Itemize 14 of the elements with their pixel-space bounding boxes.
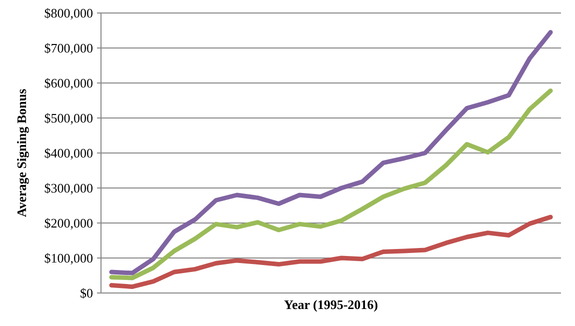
line-series [109, 88, 553, 280]
y-tick-label: $400,000 [44, 146, 93, 161]
y-tick-label: $200,000 [44, 216, 93, 231]
y-tick-label: $800,000 [44, 6, 93, 21]
x-axis-title: Year (1995-2016) [284, 297, 378, 312]
line-series [109, 30, 553, 276]
y-tick-label: $0 [80, 286, 93, 301]
y-tick-label: $600,000 [44, 76, 93, 91]
y-tick-label: $500,000 [44, 110, 93, 126]
y-tick-label: $100,000 [44, 250, 93, 266]
y-axis-title: Average Signing Bonus [14, 88, 29, 218]
y-tick-label: $300,000 [44, 180, 93, 196]
line-series [109, 214, 553, 289]
y-tick-label: $700,000 [44, 40, 93, 56]
